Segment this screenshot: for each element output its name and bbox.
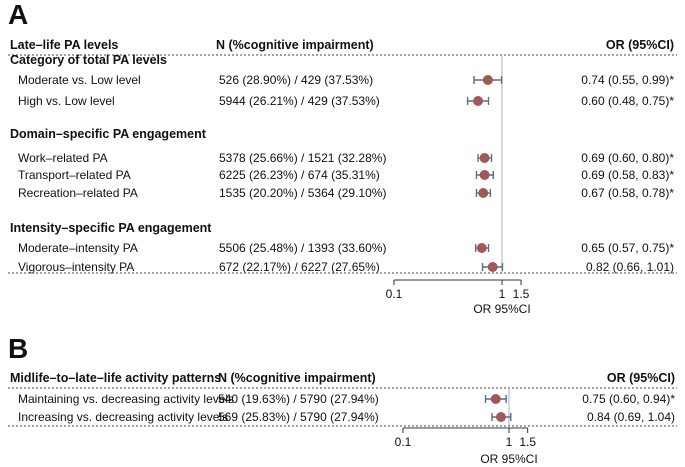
or-point xyxy=(473,96,484,106)
row-label: High vs. Low level xyxy=(18,94,115,108)
row-n-value: 569 (25.83%) / 5790 (27.94%) xyxy=(218,410,379,424)
panel-b-letter: B xyxy=(8,333,28,364)
panel-b: B Midlife–to–late–life activity patterns… xyxy=(8,333,677,466)
x-tick-label: 1 xyxy=(506,435,513,449)
x-tick-label: 0.1 xyxy=(386,287,403,301)
row-or-value: 0.65 (0.57, 0.75)* xyxy=(581,241,674,255)
panel-a-header-or: OR (95%CI) xyxy=(606,38,674,52)
panel-a-rows: Moderate vs. Low level 526 (28.90%) / 429… xyxy=(18,73,674,274)
row-label: Increasing vs. decreasing activity level… xyxy=(18,410,228,424)
or-point xyxy=(495,412,506,422)
row-or-value: 0.82 (0.66, 1.01) xyxy=(586,260,674,274)
row-n-value: 526 (28.90%) / 429 (37.53%) xyxy=(219,73,373,87)
row-n-value: 6225 (26.23%) / 674 (35.31%) xyxy=(219,168,380,182)
panel-b-header-or: OR (95%CI) xyxy=(607,371,675,385)
row-label: Vigorous–intensity PA xyxy=(18,260,134,274)
row-n-value: 5944 (26.21%) / 429 (37.53%) xyxy=(219,94,380,108)
row-label: Maintaining vs. decreasing activity leve… xyxy=(18,392,234,406)
row-or-value: 0.69 (0.60, 0.80)* xyxy=(581,151,674,165)
panel-b-x-axis: 0.1 1 1.5 xyxy=(395,427,536,449)
panel-a-x-axis: 0.1 1 1.5 xyxy=(386,279,530,301)
row-n-value: 1535 (20.20%) / 5364 (29.10%) xyxy=(219,186,386,200)
row-label: Moderate–intensity PA xyxy=(18,241,138,255)
x-tick-label: 1.5 xyxy=(513,287,530,301)
row-label: Work–related PA xyxy=(18,151,108,165)
row-or-value: 0.84 (0.69, 1.04) xyxy=(587,410,675,424)
panel-a-letter: A xyxy=(8,0,28,30)
row-n-value: 5378 (25.66%) / 1521 (32.28%) xyxy=(219,151,386,165)
panel-a-group-title: Domain–specific PA engagement xyxy=(10,127,207,141)
or-point xyxy=(479,170,490,180)
panel-a-header-n: N (%cognitive impairment) xyxy=(216,38,374,52)
x-tick-label: 0.1 xyxy=(395,435,412,449)
or-point xyxy=(478,188,489,198)
panel-a: A Late–life PA levels N (%cognitive impa… xyxy=(8,0,677,316)
row-label: Transport–related PA xyxy=(18,168,131,182)
or-point xyxy=(490,394,501,404)
panel-a-group-title: Intensity–specific PA engagement xyxy=(10,221,212,235)
row-label: Recreation–related PA xyxy=(18,186,138,200)
or-point xyxy=(487,262,498,272)
or-point xyxy=(482,75,493,85)
panel-a-x-axis-label: OR 95%CI xyxy=(473,302,530,316)
row-n-value: 540 (19.63%) / 5790 (27.94%) xyxy=(218,392,379,406)
or-point xyxy=(476,243,487,253)
row-label: Moderate vs. Low level xyxy=(18,73,141,87)
row-or-value: 0.60 (0.48, 0.75)* xyxy=(581,94,674,108)
panel-b-rows: Maintaining vs. decreasing activity leve… xyxy=(18,392,675,424)
x-tick-label: 1 xyxy=(499,287,506,301)
x-tick-label: 1.5 xyxy=(519,435,536,449)
row-or-value: 0.75 (0.60, 0.94)* xyxy=(582,392,675,406)
panel-b-header-label: Midlife–to–late–life activity patterns xyxy=(10,371,221,385)
panel-a-group-title: Category of total PA levels xyxy=(10,53,167,67)
panel-b-header-n: N (%cognitive impairment) xyxy=(218,371,376,385)
or-point xyxy=(479,153,490,163)
panel-b-x-axis-label: OR 95%CI xyxy=(480,452,537,466)
row-or-value: 0.67 (0.58, 0.78)* xyxy=(581,186,674,200)
row-n-value: 5506 (25.48%) / 1393 (33.60%) xyxy=(219,241,386,255)
panel-a-header-label: Late–life PA levels xyxy=(10,38,118,52)
row-or-value: 0.74 (0.55, 0.99)* xyxy=(581,73,674,87)
row-or-value: 0.69 (0.58, 0.83)* xyxy=(581,168,674,182)
row-n-value: 672 (22.17%) / 6227 (27.65%) xyxy=(219,260,380,274)
